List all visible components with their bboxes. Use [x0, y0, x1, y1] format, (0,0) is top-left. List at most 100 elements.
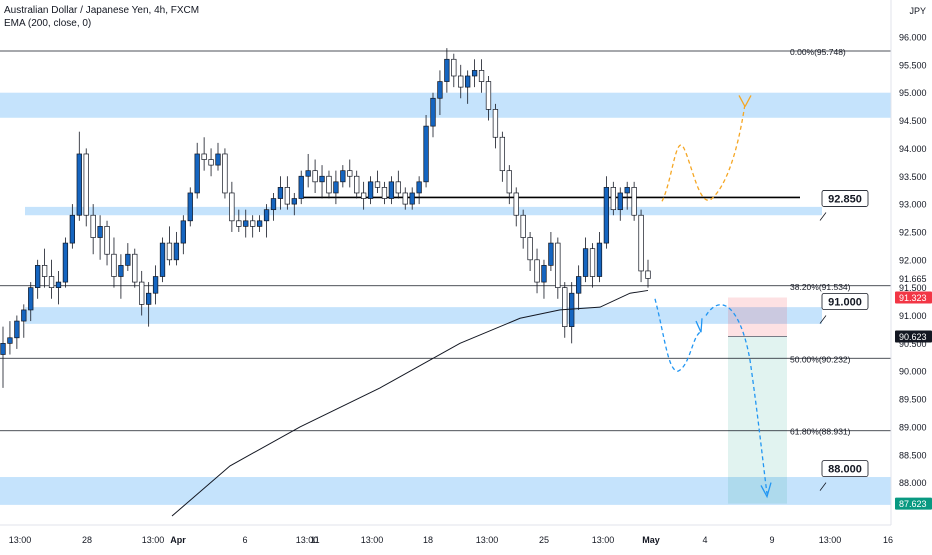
price-tick-label: 95.000 [899, 88, 927, 98]
candle [298, 170, 304, 205]
candle [548, 231, 554, 271]
candle-body [645, 270, 651, 279]
candle-body [340, 170, 346, 183]
candle-body [111, 253, 117, 277]
candle-body [145, 292, 152, 305]
candle [402, 187, 408, 210]
candle-body [104, 226, 110, 255]
candle [166, 226, 173, 266]
candle [409, 187, 415, 210]
candle-body [409, 192, 415, 205]
price-badge [895, 330, 932, 343]
currency-label: JPY [909, 6, 926, 16]
candle-body [319, 175, 325, 183]
candle [395, 170, 401, 199]
price-badge-label: 91.323 [899, 293, 927, 303]
candle [582, 237, 589, 283]
candle-body [229, 192, 235, 222]
candle-body [41, 265, 48, 277]
candle-body [548, 242, 554, 266]
candle [62, 237, 69, 288]
candle-body [520, 214, 526, 238]
bullish-arrow-icon [738, 95, 752, 107]
candle [347, 159, 353, 188]
candle [354, 170, 360, 199]
callout-label: 92.850 [828, 193, 862, 205]
candle-body [28, 287, 34, 311]
candle-body [152, 276, 159, 294]
chart-title: Australian Dollar / Japanese Yen, 4h, FX… [4, 5, 199, 16]
candle-body [48, 276, 55, 289]
candle [638, 209, 644, 283]
candle-body [381, 187, 388, 199]
time-label: 13:00 [361, 535, 384, 545]
candle-body [569, 292, 575, 327]
candle [589, 243, 596, 288]
candle [48, 259, 55, 299]
zone-2 [25, 206, 822, 216]
candle-body [347, 170, 353, 177]
time-label: 13:00 [592, 535, 615, 545]
level-callouts: 92.850 91.000 88.000 [819, 190, 869, 491]
price-tick-label: 94.000 [899, 144, 927, 154]
candle-body [69, 214, 76, 244]
candle-body [354, 175, 360, 194]
candle-body [367, 181, 374, 199]
candle-body [243, 220, 249, 227]
candle-body [478, 70, 485, 82]
price-tick-label: 88.000 [899, 478, 927, 488]
candle-body [62, 242, 69, 283]
candle-body [596, 242, 603, 277]
candle-body [603, 187, 610, 244]
candle [596, 231, 603, 283]
candle [69, 204, 76, 249]
bearish-arrow-a-icon [695, 318, 703, 333]
candle [76, 131, 82, 221]
candle-body [256, 220, 263, 227]
candle-body [7, 337, 13, 344]
candle-body [76, 153, 82, 216]
candle-body [14, 320, 20, 339]
candle-body [430, 97, 436, 127]
candle-body [617, 192, 623, 211]
candle [55, 270, 62, 305]
time-label: 13:00 [142, 535, 165, 545]
time-label: 4 [702, 535, 707, 545]
candle-body [326, 175, 332, 194]
candle [97, 215, 103, 260]
candle [256, 215, 263, 232]
candle-body [374, 181, 381, 188]
time-label: 28 [82, 535, 92, 545]
candle [423, 114, 429, 188]
candle-body [208, 159, 214, 166]
candle-body [499, 136, 506, 172]
candle [603, 176, 610, 249]
time-label: 9 [769, 535, 774, 545]
time-label: 16 [883, 535, 893, 545]
price-tick-label: 90.500 [899, 339, 927, 349]
candle [90, 204, 96, 255]
candle [270, 192, 277, 221]
candle-body [194, 153, 200, 194]
candle-body [187, 192, 193, 222]
candle-body [506, 170, 512, 194]
candle [222, 148, 228, 199]
candle [478, 59, 485, 93]
price-tick-label: 89.500 [899, 395, 927, 405]
candle-body [451, 58, 457, 77]
candle [374, 170, 381, 193]
candle-body [416, 181, 422, 194]
candle-body [236, 220, 242, 227]
candle [575, 265, 582, 310]
candle [132, 248, 138, 288]
candle-body [132, 253, 138, 283]
candle [520, 209, 526, 249]
candle [312, 159, 318, 193]
candle-body [492, 109, 499, 138]
candle-body [97, 226, 103, 238]
price-axis: JPY88.00088.50089.00089.50090.00090.5009… [890, 0, 932, 550]
candle-body [402, 192, 408, 205]
candle [7, 321, 13, 355]
candle-body [284, 187, 291, 205]
